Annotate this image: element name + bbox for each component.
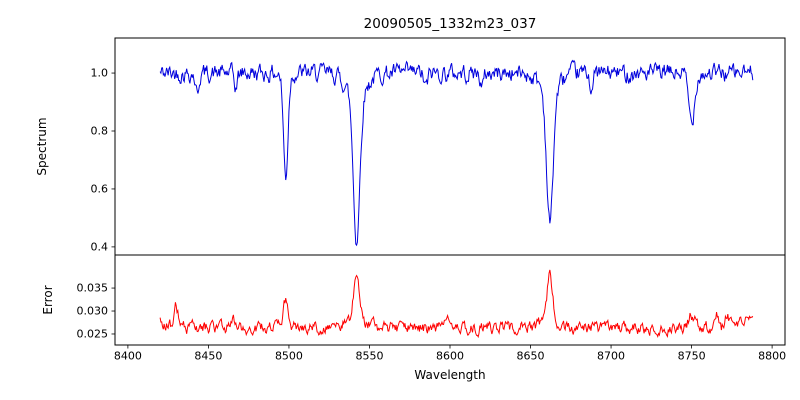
x-tick-label: 8400 — [114, 350, 142, 363]
y-tick-label: 1.0 — [91, 67, 109, 80]
error-y-axis-label: Error — [41, 285, 55, 314]
y-tick-label: 0.6 — [91, 182, 109, 195]
x-tick-label: 8600 — [436, 350, 464, 363]
y-tick-label: 0.030 — [77, 305, 109, 318]
x-tick-label: 8650 — [517, 350, 545, 363]
data-lines — [159, 59, 754, 339]
x-tick-label: 8800 — [758, 350, 786, 363]
x-tick-label: 8500 — [275, 350, 303, 363]
axes: 0.4 0.6 0.8 1.0 0.025 0.030 0.035 8400 8450 8500 8… — [77, 37, 786, 363]
y-tick-label: 0.025 — [77, 327, 109, 340]
error-line — [159, 269, 754, 339]
x-tick-label: 8450 — [194, 350, 222, 363]
x-axis-label: Wavelength — [414, 368, 485, 382]
x-tick-label: 8700 — [597, 350, 625, 363]
x-tick-label: 8750 — [678, 350, 706, 363]
spectrum-y-axis-label: Spectrum — [35, 117, 49, 175]
error-panel-frame — [114, 254, 786, 346]
y-tick-label: 0.8 — [91, 125, 109, 138]
y-tick-label: 0.035 — [77, 282, 109, 295]
x-tick-label: 8550 — [355, 350, 383, 363]
spectrum-line — [159, 59, 754, 247]
chart-title: 20090505_1332m23_037 — [364, 16, 537, 32]
y-tick-label: 0.4 — [91, 240, 109, 253]
